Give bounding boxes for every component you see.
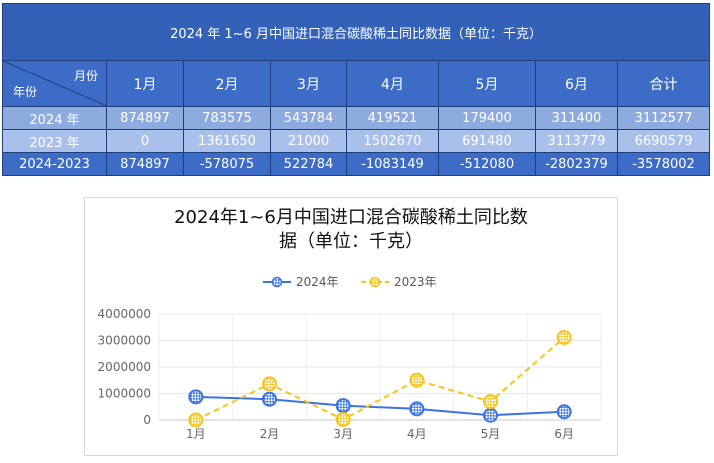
table-cell: 874897 (106, 106, 184, 130)
x-tick-label: 5月 (481, 427, 501, 441)
table-corner-cell: 月份 年份 (2, 60, 107, 107)
table-cell: 6690579 (616, 129, 711, 153)
x-tick-label: 4月 (407, 427, 427, 441)
line-chart: 2024年1~6月中国进口混合碳酸稀土同比数 据（单位：千克） 0 1000000… (84, 197, 618, 456)
table-cell: -2802379 (535, 152, 618, 176)
chart-title-line1: 2024年1~6月中国进口混合碳酸稀土同比数 (174, 207, 528, 228)
data-point (188, 389, 204, 405)
table-cell: 1361650 (183, 129, 271, 153)
table-header-row: 月份 年份 1月 2月 3月 4月 5月 6月 合计 (2, 60, 711, 107)
chart-title-line2: 据（单位：千克） (279, 231, 423, 252)
table-cell: -1083149 (346, 152, 439, 176)
x-tick-label: 3月 (333, 427, 353, 441)
corner-month-label: 月份 (73, 69, 98, 83)
x-tick-label: 1月 (186, 427, 206, 441)
legend-label: 2024年 (296, 275, 339, 289)
table-cell: 783575 (183, 106, 271, 130)
table-cell: 419521 (346, 106, 439, 130)
row-label: 2024 年 (2, 106, 107, 130)
series-line-2023 (195, 336, 565, 421)
table-cell: 691480 (438, 129, 536, 153)
corner-diagonal (3, 61, 107, 106)
table-cell: -578075 (183, 152, 271, 176)
column-header: 合计 (616, 60, 711, 107)
data-point (409, 401, 425, 417)
x-tick-label: 6月 (554, 427, 574, 441)
column-header: 4月 (346, 60, 439, 107)
table-title: 2024 年 1~6 月中国进口混合碳酸稀土同比数据（单位：千克） (1, 3, 711, 61)
row-label: 2023 年 (2, 129, 107, 153)
table-cell: 179400 (438, 106, 536, 130)
table-cell: 0 (106, 129, 184, 153)
column-header: 6月 (535, 60, 618, 107)
y-tick-label: 2000000 (98, 360, 151, 374)
table-cell: 1502670 (346, 129, 439, 153)
chart-title: 2024年1~6月中国进口混合碳酸稀土同比数 据（单位：千克） (85, 206, 617, 254)
x-tick-label: 2月 (260, 427, 280, 441)
table-cell: 3112577 (616, 106, 711, 130)
data-point (188, 412, 204, 428)
data-table: 2024 年 1~6 月中国进口混合碳酸稀土同比数据（单位：千克） 月份 年份 … (1, 3, 711, 176)
data-point (335, 411, 351, 427)
legend-marker (369, 276, 381, 288)
table-cell: 874897 (106, 152, 184, 176)
corner-year-label: 年份 (13, 85, 38, 99)
data-point (483, 407, 498, 423)
y-tick-label: 4000000 (98, 307, 151, 321)
y-tick-label: 3000000 (98, 334, 151, 348)
y-tick-label: 0 (143, 413, 151, 427)
column-header: 1月 (106, 60, 184, 107)
y-tick-label: 1000000 (98, 387, 151, 401)
chart-canvas: 0 1000000 2000000 3000000 4000000 1月 2月 3月 4月 5月 6… (98, 275, 602, 441)
column-header: 5月 (438, 60, 536, 107)
data-point (409, 372, 425, 388)
table-cell: 3113779 (535, 129, 618, 153)
table-row: 2024-2023 874897 -578075 522784 -1083149 -512… (2, 152, 711, 176)
column-header: 2月 (183, 60, 271, 107)
row-label: 2024-2023 (2, 152, 107, 176)
data-point (262, 391, 277, 407)
table-cell: 522784 (270, 152, 347, 176)
data-point (335, 398, 351, 414)
table-cell: 543784 (270, 106, 347, 130)
table-cell: -3578002 (616, 152, 711, 176)
legend-label: 2023年 (394, 275, 437, 289)
table-row: 2023 年 0 1361650 21000 1502670 691480 3113779 6… (2, 129, 711, 153)
legend-marker (271, 276, 283, 288)
table-cell: 311400 (535, 106, 618, 130)
column-header: 3月 (270, 60, 347, 107)
data-point (556, 329, 572, 345)
data-point (262, 376, 277, 392)
table-cell: -512080 (438, 152, 536, 176)
table-row: 2024 年 874897 783575 543784 419521 179400 3114… (2, 106, 711, 130)
series-line-2024 (195, 395, 565, 417)
table-cell: 21000 (270, 129, 347, 153)
data-point (483, 394, 498, 410)
data-point (556, 404, 572, 420)
